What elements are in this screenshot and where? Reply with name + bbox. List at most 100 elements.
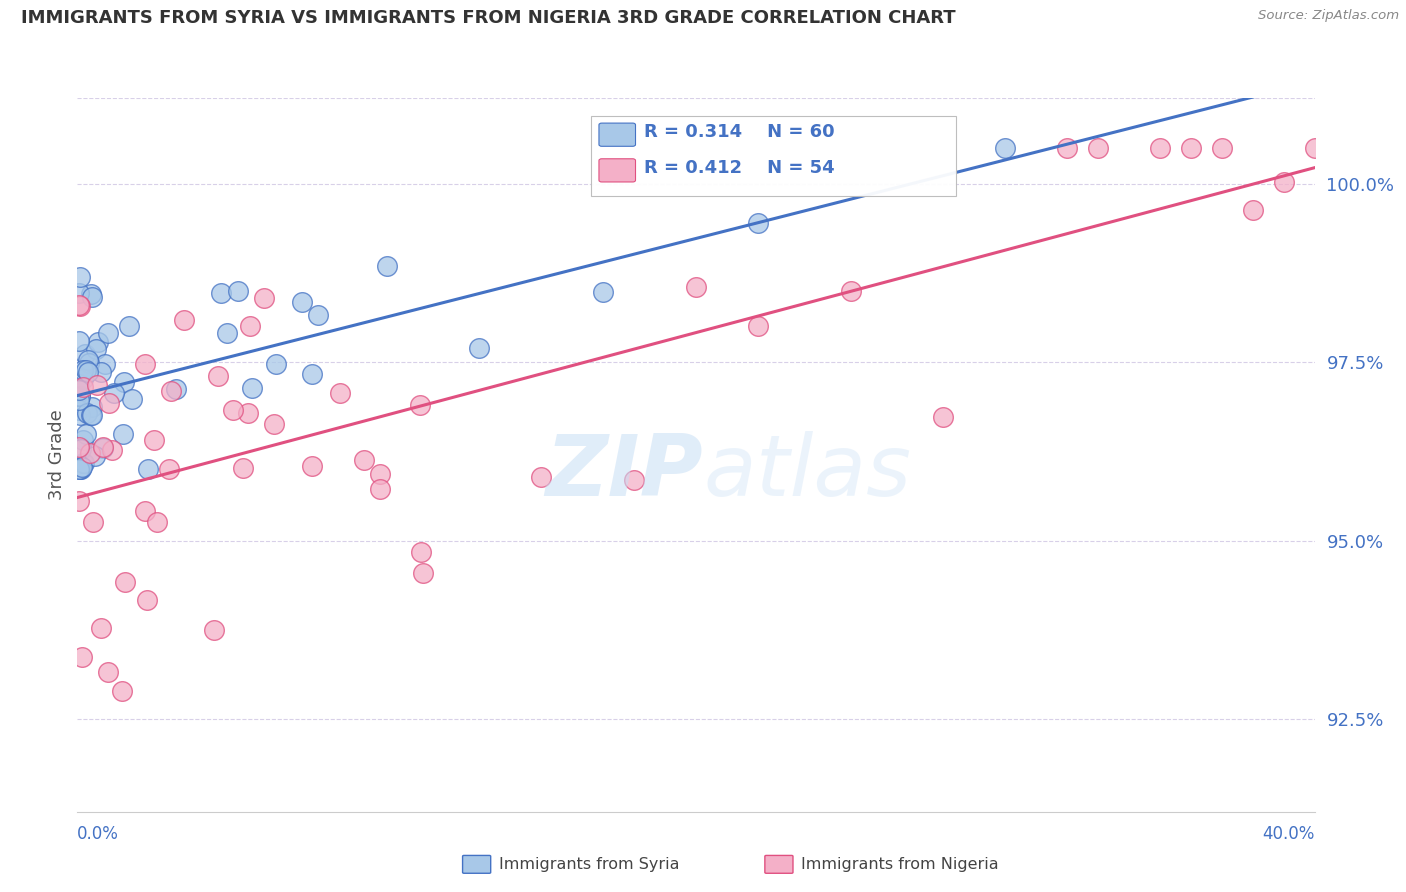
Point	[932, 410, 955, 425]
Text: 40.0%: 40.0%	[1263, 825, 1315, 843]
Point	[412, 566, 434, 580]
Point	[69, 389, 91, 403]
Point	[90, 621, 112, 635]
Point	[215, 326, 238, 340]
Point	[226, 285, 249, 299]
Point	[145, 515, 167, 529]
Point	[77, 352, 100, 367]
Point	[307, 308, 329, 322]
Point	[72, 363, 94, 377]
Point	[1272, 175, 1295, 189]
Text: Source: ZipAtlas.com: Source: ZipAtlas.com	[1258, 9, 1399, 22]
Point	[264, 357, 287, 371]
Point	[80, 408, 103, 422]
Text: IMMIGRANTS FROM SYRIA VS IMMIGRANTS FROM NIGERIA 3RD GRADE CORRELATION CHART: IMMIGRANTS FROM SYRIA VS IMMIGRANTS FROM…	[21, 9, 956, 27]
Point	[69, 442, 91, 456]
Point	[207, 368, 229, 383]
Point	[301, 367, 323, 381]
Point	[209, 286, 232, 301]
Point	[112, 427, 135, 442]
Point	[67, 377, 90, 392]
Point	[69, 299, 91, 313]
Text: R = 0.412    N = 54: R = 0.412 N = 54	[644, 159, 835, 177]
Point	[77, 356, 100, 370]
Point	[1303, 141, 1326, 155]
Point	[97, 665, 120, 680]
Point	[232, 460, 254, 475]
Point	[75, 363, 97, 377]
Text: atlas: atlas	[703, 431, 911, 515]
Point	[69, 462, 91, 476]
Point	[353, 452, 375, 467]
Point	[135, 592, 157, 607]
Point	[1180, 141, 1202, 155]
Text: Immigrants from Nigeria: Immigrants from Nigeria	[801, 857, 1000, 871]
Point	[67, 286, 90, 301]
Point	[86, 378, 108, 392]
Point	[1241, 202, 1264, 217]
Point	[329, 386, 352, 401]
Point	[159, 462, 181, 476]
Point	[80, 408, 103, 422]
Point	[409, 545, 432, 559]
Point	[90, 365, 112, 379]
Point	[67, 494, 90, 508]
Point	[240, 381, 263, 395]
Point	[103, 386, 125, 401]
Point	[72, 379, 94, 393]
Point	[67, 298, 90, 312]
Point	[84, 449, 107, 463]
Point	[80, 401, 103, 415]
Point	[685, 280, 707, 294]
Point	[67, 462, 90, 476]
Point	[80, 286, 103, 301]
Point	[111, 683, 134, 698]
Point	[839, 285, 862, 299]
Point	[69, 389, 91, 403]
Point	[72, 456, 94, 470]
Point	[67, 440, 90, 454]
Point	[1211, 141, 1233, 155]
Point	[112, 375, 135, 389]
Point	[69, 408, 91, 422]
Point	[118, 318, 141, 333]
Point	[236, 406, 259, 420]
Point	[136, 462, 159, 476]
Point	[97, 326, 120, 341]
Point	[222, 402, 245, 417]
Point	[75, 426, 97, 441]
Point	[121, 392, 143, 406]
Point	[67, 392, 90, 407]
Point	[70, 649, 93, 664]
Point	[263, 417, 285, 431]
Point	[291, 295, 314, 310]
Point	[91, 441, 114, 455]
Point	[86, 335, 108, 350]
Point	[747, 216, 769, 230]
Text: R = 0.314    N = 60: R = 0.314 N = 60	[644, 123, 835, 141]
Point	[239, 318, 262, 333]
Y-axis label: 3rd Grade: 3rd Grade	[48, 409, 66, 500]
Point	[747, 318, 769, 333]
Point	[142, 434, 165, 448]
Point	[86, 342, 108, 356]
Point	[69, 389, 91, 403]
Point	[101, 442, 124, 457]
Point	[82, 515, 104, 529]
Point	[93, 441, 115, 455]
Point	[94, 357, 117, 371]
Text: 0.0%: 0.0%	[77, 825, 120, 843]
Point	[70, 462, 93, 476]
Point	[72, 434, 94, 448]
Point	[1149, 141, 1171, 155]
Point	[67, 402, 90, 417]
Point	[1056, 141, 1078, 155]
Point	[80, 290, 103, 304]
Point	[73, 347, 96, 361]
Point	[173, 313, 195, 327]
Point	[368, 467, 391, 481]
Point	[370, 482, 392, 496]
Point	[623, 473, 645, 487]
Text: ZIP: ZIP	[546, 431, 703, 515]
Point	[160, 384, 183, 398]
